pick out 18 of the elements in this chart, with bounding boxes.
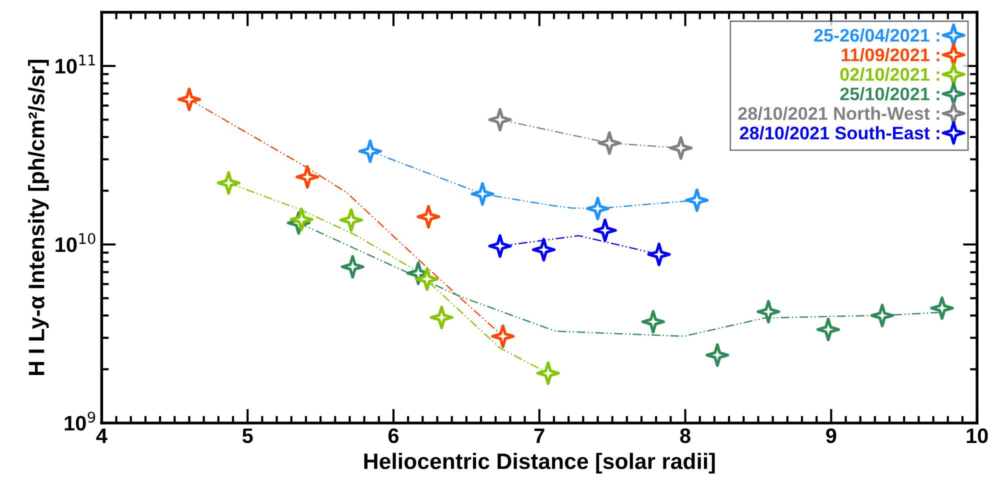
x-tick-label: 7 xyxy=(534,428,544,443)
legend-label: 28/10/2021 South-East : xyxy=(740,126,940,140)
legend-label: 02/10/2021 : xyxy=(840,68,940,81)
x-tick-label: 6 xyxy=(388,428,399,444)
x-tick-label: 9 xyxy=(826,428,836,444)
y-tick-label: 10$^{11}$ xyxy=(56,54,95,74)
x-tick-label: 8 xyxy=(680,428,690,444)
legend-label: 25/10/2021 : xyxy=(840,87,940,101)
legend-label: 11/09/2021 : xyxy=(842,48,940,62)
legend-label: 28/10/2021 North-West : xyxy=(738,106,940,120)
x-axis-title: Heliocentric Distance [solar radii] xyxy=(364,452,715,474)
y-tick-label: 10$^{9}$ xyxy=(64,412,96,431)
y-tick-label: 10$^{10}$ xyxy=(56,233,96,252)
x-tick-label: 4 xyxy=(96,428,108,443)
x-tick-label: 5 xyxy=(242,428,253,444)
y-axis-title: H I Ly-α Intensity [ph/cm²/s/sr] xyxy=(28,60,49,376)
legend-label: 25-26/04/2021 : xyxy=(814,28,940,42)
x-tick-label: 10 xyxy=(966,428,988,444)
